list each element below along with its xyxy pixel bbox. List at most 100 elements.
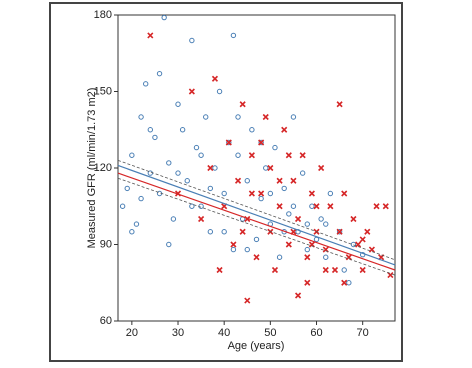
- regression-line: [117, 177, 396, 276]
- point: [285, 152, 292, 159]
- point: [226, 139, 232, 146]
- point: [203, 114, 209, 120]
- point: [341, 279, 348, 286]
- point: [290, 114, 297, 120]
- x-tick-label: 60: [310, 327, 322, 339]
- point: [216, 266, 223, 274]
- point: [170, 216, 177, 222]
- point: [244, 297, 251, 304]
- point: [156, 70, 163, 77]
- point: [364, 228, 371, 235]
- point: [359, 236, 366, 243]
- point: [212, 165, 218, 171]
- point: [304, 246, 310, 253]
- point: [124, 185, 130, 192]
- point: [267, 164, 274, 172]
- point: [262, 113, 269, 121]
- point: [216, 88, 223, 95]
- point: [235, 114, 241, 120]
- point: [230, 246, 237, 253]
- x-axis-label: Age (years): [228, 340, 285, 352]
- point: [166, 241, 172, 248]
- point: [147, 127, 154, 133]
- frame: [49, 2, 403, 362]
- point: [239, 101, 246, 108]
- point: [336, 101, 343, 108]
- point: [175, 170, 181, 176]
- point: [276, 177, 283, 184]
- point: [263, 165, 269, 171]
- point: [299, 170, 306, 176]
- y-tick-label: 180: [94, 9, 112, 21]
- point: [244, 246, 250, 253]
- point: [313, 203, 320, 210]
- point: [327, 203, 334, 210]
- point: [152, 134, 158, 141]
- point: [294, 215, 302, 223]
- point: [244, 178, 250, 184]
- point: [272, 144, 278, 151]
- point: [253, 236, 260, 243]
- point: [299, 152, 306, 159]
- point: [290, 177, 297, 184]
- x-tick-label: 20: [126, 327, 138, 339]
- x-tick-label: 30: [172, 327, 184, 339]
- point: [221, 229, 227, 235]
- point: [207, 164, 214, 172]
- point: [281, 185, 287, 192]
- point: [267, 190, 274, 197]
- point: [207, 185, 214, 192]
- point: [304, 279, 311, 286]
- point: [248, 190, 255, 197]
- point: [341, 190, 348, 197]
- point: [129, 229, 135, 235]
- point: [318, 216, 324, 222]
- point: [331, 266, 339, 274]
- point: [271, 266, 279, 274]
- point: [281, 126, 288, 133]
- point: [336, 229, 343, 235]
- point: [207, 229, 214, 235]
- point: [276, 203, 283, 210]
- point: [239, 228, 246, 235]
- point: [304, 254, 311, 261]
- point: [161, 14, 167, 21]
- point: [234, 177, 242, 184]
- point: [221, 190, 227, 197]
- point: [285, 241, 292, 248]
- point: [258, 139, 264, 146]
- point: [249, 127, 255, 133]
- x-tick-label: 50: [264, 327, 276, 339]
- point: [355, 241, 362, 248]
- y-tick-label: 150: [94, 85, 112, 97]
- point: [193, 144, 200, 151]
- point: [179, 127, 186, 133]
- point: [368, 246, 375, 253]
- point: [308, 190, 315, 197]
- x-tick-label: 70: [357, 327, 369, 339]
- point: [258, 139, 265, 146]
- point: [373, 203, 380, 210]
- point: [189, 203, 195, 209]
- x-tick-label: 40: [218, 327, 230, 339]
- point: [308, 241, 315, 248]
- point: [387, 272, 394, 279]
- point: [382, 203, 389, 210]
- y-tick-label: 120: [94, 162, 112, 174]
- point: [198, 203, 204, 209]
- point: [143, 81, 149, 87]
- point: [276, 254, 283, 260]
- point: [345, 254, 352, 261]
- y-axis-label: Measured GFR (ml/min/1.73 m2): [86, 88, 98, 249]
- point: [230, 32, 237, 39]
- point: [322, 266, 329, 274]
- point: [253, 254, 260, 261]
- point: [346, 280, 352, 286]
- y-tick-label: 60: [100, 315, 112, 327]
- y-tick-label: 90: [100, 238, 112, 250]
- point: [309, 203, 315, 209]
- point: [119, 203, 126, 209]
- point: [129, 152, 135, 158]
- point: [138, 195, 144, 202]
